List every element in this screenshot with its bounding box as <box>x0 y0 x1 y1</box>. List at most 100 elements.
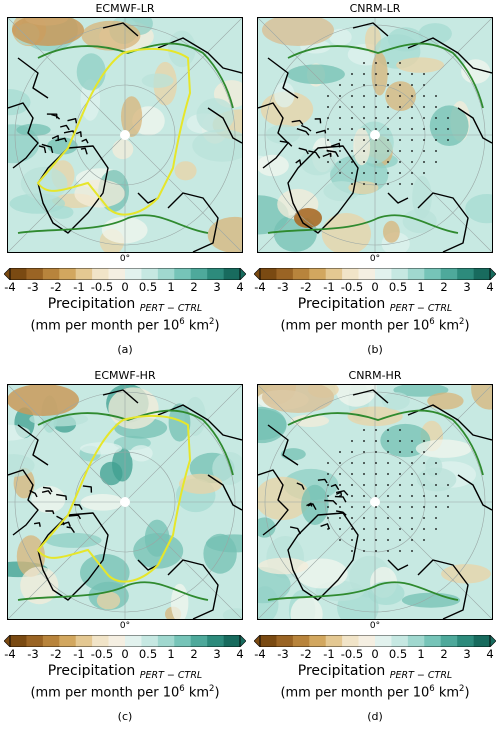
units-part: km <box>184 685 210 701</box>
colorbar-tick-label: -0.5 <box>90 280 114 294</box>
colorbar-tick-label: 0.5 <box>138 647 158 661</box>
meridian-label: 0° <box>119 254 131 264</box>
units-part: 6 <box>179 317 185 327</box>
colorbar-tick-label: -1 <box>323 647 335 661</box>
colorbar-segment <box>375 635 392 647</box>
colorbar-units: (mm per month per 106 km2) <box>250 317 500 333</box>
colorbar-segment <box>407 635 425 647</box>
colorbar-tick-label: -2 <box>300 280 312 294</box>
anomaly-patch <box>50 205 74 219</box>
colorbar-ticks: -4 -3 -2 -1 -0.5 0 0.5 1 2 3 4 <box>254 647 493 661</box>
anomaly-patch <box>383 220 400 243</box>
colorbar-units: (mm per month per 106 km2) <box>250 684 500 700</box>
colorbar-label: Precipitation PERT − CTRL <box>0 663 250 681</box>
anomaly-patch <box>222 608 242 619</box>
colorbar-segment <box>207 268 224 280</box>
panel-letter: (b) <box>367 343 383 356</box>
anomaly-patch <box>141 73 174 88</box>
colorbar-graphic <box>3 267 247 281</box>
colorbar-label-subscript: PERT − CTRL <box>139 670 203 681</box>
colorbar-tick-label: 4 <box>236 647 244 661</box>
colorbar-segment <box>260 635 277 647</box>
anomaly-patch <box>76 53 106 91</box>
colorbar-segment <box>440 268 458 280</box>
anomaly-patch <box>8 424 31 441</box>
colorbar-label-main: Precipitation <box>47 296 136 312</box>
anomaly-patch <box>8 385 79 416</box>
colorbar-tick-label: -1 <box>73 280 85 294</box>
colorbar-segment <box>342 268 359 280</box>
anomaly-patch <box>353 128 371 166</box>
colorbar-tick-label: 2 <box>190 647 198 661</box>
units-part: 2 <box>209 317 215 327</box>
colorbar-tick-label: -2 <box>50 647 62 661</box>
colorbar-segment <box>473 635 491 647</box>
anomaly-patch <box>265 124 301 144</box>
anomaly-patch <box>81 20 141 51</box>
colorbar-segment <box>10 268 27 280</box>
colorbar-graphic <box>253 267 497 281</box>
polar-map <box>7 17 243 253</box>
figure-panel: ECMWF-HR 0° -4 -3 -2 -1 -0.5 0 0.5 1 2 3 4 Precipitat… <box>0 367 250 734</box>
colorbar-tick-label: 0.5 <box>388 280 408 294</box>
figure-panel: CNRM-LR 0° -4 -3 -2 -1 -0.5 0 0.5 1 2 3 4 Precipitati… <box>250 0 500 367</box>
colorbar-tick-label: -4 <box>4 647 16 661</box>
colorbar-segment <box>26 268 44 280</box>
pole-hole <box>120 130 130 140</box>
anomaly-patch <box>45 532 102 548</box>
units-part: ) <box>214 318 220 334</box>
anomaly-patch <box>300 148 336 176</box>
panel-title: CNRM-LR <box>349 2 401 15</box>
anomaly-patch <box>274 82 295 108</box>
colorbar-segment <box>342 635 359 647</box>
colorbar-segment <box>92 635 109 647</box>
colorbar-segment <box>223 635 241 647</box>
colorbar-label-main: Precipitation <box>47 663 136 679</box>
anomaly-patch <box>129 445 153 462</box>
colorbar <box>253 632 497 648</box>
colorbar-tick-label: 3 <box>463 280 471 294</box>
colorbar-segment <box>457 635 474 647</box>
anomaly-patch <box>16 123 51 136</box>
units-part: (mm per month per 10 <box>30 685 180 701</box>
pole-hole <box>370 130 380 140</box>
colorbar-segment <box>190 268 208 280</box>
colorbar-segment <box>407 268 425 280</box>
anomaly-patch <box>401 592 461 608</box>
colorbar-tick-label: 0 <box>371 647 379 661</box>
meridian-label: 0° <box>119 621 131 631</box>
polar-map <box>257 384 493 620</box>
anomaly-patch <box>258 557 309 575</box>
colorbar-segment <box>292 635 310 647</box>
anomaly-patch <box>381 392 410 410</box>
colorbar-segment <box>157 635 175 647</box>
colorbar-ticks: -4 -3 -2 -1 -0.5 0 0.5 1 2 3 4 <box>4 647 244 661</box>
colorbar-tick-label: 0 <box>371 280 379 294</box>
colorbar-label-subscript: PERT − CTRL <box>389 670 453 681</box>
colorbar-segment <box>174 635 192 647</box>
colorbar-tick-label: 3 <box>213 647 221 661</box>
colorbar <box>253 265 497 281</box>
colorbar-segment <box>309 635 327 647</box>
anomaly-patch <box>192 129 242 162</box>
anomaly-patch <box>471 385 492 410</box>
anomaly-patch <box>429 105 469 146</box>
colorbar-tick-label: -0.5 <box>340 647 364 661</box>
colorbar-graphic <box>3 634 247 648</box>
colorbar-segment <box>141 635 159 647</box>
colorbar-units: (mm per month per 106 km2) <box>0 684 250 700</box>
colorbar-segment <box>391 635 409 647</box>
figure-panel: ECMWF-LR 0° -4 -3 -2 -1 -0.5 0 0.5 1 2 3 4 Precipitat… <box>0 0 250 367</box>
colorbar <box>3 265 247 281</box>
anomaly-patch <box>258 476 311 521</box>
colorbar-segment <box>108 635 126 647</box>
colorbar-tick-label: 0 <box>121 647 129 661</box>
anomaly-patch <box>168 30 196 68</box>
pole-hole <box>120 497 130 507</box>
colorbar-segment <box>59 635 77 647</box>
units-part: 6 <box>179 684 185 694</box>
ice-edge-green <box>267 42 484 234</box>
colorbar-label-main: Precipitation <box>297 296 386 312</box>
colorbar-segment <box>440 635 458 647</box>
anomaly-patch <box>12 18 84 46</box>
